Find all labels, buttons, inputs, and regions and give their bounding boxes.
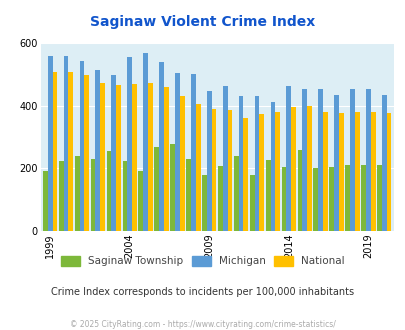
Bar [365, 89, 370, 231]
Bar [132, 84, 136, 231]
Bar [233, 156, 238, 231]
Bar [59, 161, 64, 231]
Bar [333, 95, 338, 231]
Bar [243, 117, 247, 231]
Bar [154, 147, 159, 231]
Bar [354, 112, 359, 231]
Bar [175, 73, 179, 231]
Bar [75, 156, 79, 231]
Bar [90, 159, 95, 231]
Bar [164, 87, 168, 231]
Bar [211, 109, 216, 231]
Bar [43, 172, 48, 231]
Bar [186, 159, 190, 231]
Bar [328, 167, 333, 231]
Bar [190, 74, 195, 231]
Bar [52, 72, 57, 231]
Bar [159, 62, 164, 231]
Bar [376, 165, 381, 231]
Bar [64, 56, 68, 231]
Bar [338, 114, 343, 231]
Bar [254, 96, 259, 231]
Bar [313, 168, 318, 231]
Bar [116, 85, 121, 231]
Text: Saginaw Violent Crime Index: Saginaw Violent Crime Index [90, 15, 315, 29]
Bar [281, 167, 286, 231]
Bar [381, 95, 386, 231]
Bar [195, 104, 200, 231]
Bar [138, 171, 143, 231]
Bar [297, 150, 302, 231]
Bar [227, 110, 232, 231]
Bar [143, 53, 148, 231]
Bar [207, 90, 211, 231]
Bar [370, 113, 375, 231]
Bar [306, 106, 311, 231]
Bar [238, 96, 243, 231]
Bar [270, 102, 275, 231]
Bar [386, 114, 390, 231]
Bar [148, 83, 152, 231]
Bar [179, 96, 184, 231]
Bar [122, 161, 127, 231]
Bar [344, 165, 349, 231]
Bar [79, 61, 84, 231]
Bar [202, 175, 207, 231]
Bar [95, 71, 100, 231]
Text: © 2025 CityRating.com - https://www.cityrating.com/crime-statistics/: © 2025 CityRating.com - https://www.city… [70, 320, 335, 329]
Bar [111, 75, 116, 231]
Bar [84, 75, 89, 231]
Bar [318, 89, 322, 231]
Bar [290, 107, 295, 231]
Bar [259, 114, 264, 231]
Bar [275, 112, 279, 231]
Bar [302, 89, 306, 231]
Bar [48, 56, 52, 231]
Bar [249, 175, 254, 231]
Bar [360, 165, 365, 231]
Legend: Saginaw Township, Michigan, National: Saginaw Township, Michigan, National [57, 251, 348, 270]
Bar [107, 151, 111, 231]
Bar [100, 83, 105, 231]
Bar [127, 57, 132, 231]
Bar [68, 72, 73, 231]
Bar [322, 112, 327, 231]
Bar [170, 144, 175, 231]
Text: Crime Index corresponds to incidents per 100,000 inhabitants: Crime Index corresponds to incidents per… [51, 287, 354, 297]
Bar [265, 159, 270, 231]
Bar [217, 166, 222, 231]
Bar [349, 89, 354, 231]
Bar [222, 86, 227, 231]
Bar [286, 86, 290, 231]
